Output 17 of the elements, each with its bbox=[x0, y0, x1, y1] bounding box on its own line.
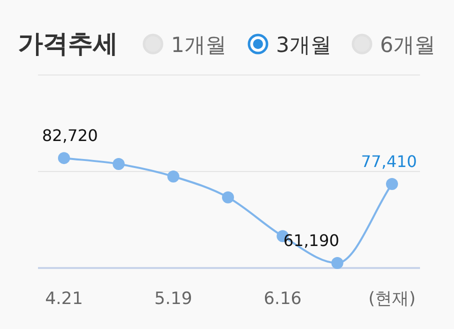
chart-title: 가격추세 bbox=[18, 29, 118, 58]
point bbox=[386, 178, 398, 190]
point bbox=[112, 158, 125, 170]
x-tick-label: 4.21 bbox=[45, 289, 83, 309]
data-label: 82,720 bbox=[42, 126, 98, 146]
data-label: 77,410 bbox=[361, 152, 417, 171]
point bbox=[58, 152, 70, 164]
text: 3개월 bbox=[276, 33, 332, 57]
x-tick-label: 5.19 bbox=[154, 289, 192, 309]
point bbox=[167, 170, 180, 182]
text: 6개월 bbox=[380, 33, 436, 57]
x-tick-label: (현재) bbox=[368, 289, 416, 309]
point bbox=[331, 257, 344, 270]
point bbox=[222, 191, 234, 204]
x-tick-label: 6.16 bbox=[264, 289, 302, 309]
text: 1개월 bbox=[171, 33, 226, 57]
data-label: 61,190 bbox=[283, 231, 340, 250]
